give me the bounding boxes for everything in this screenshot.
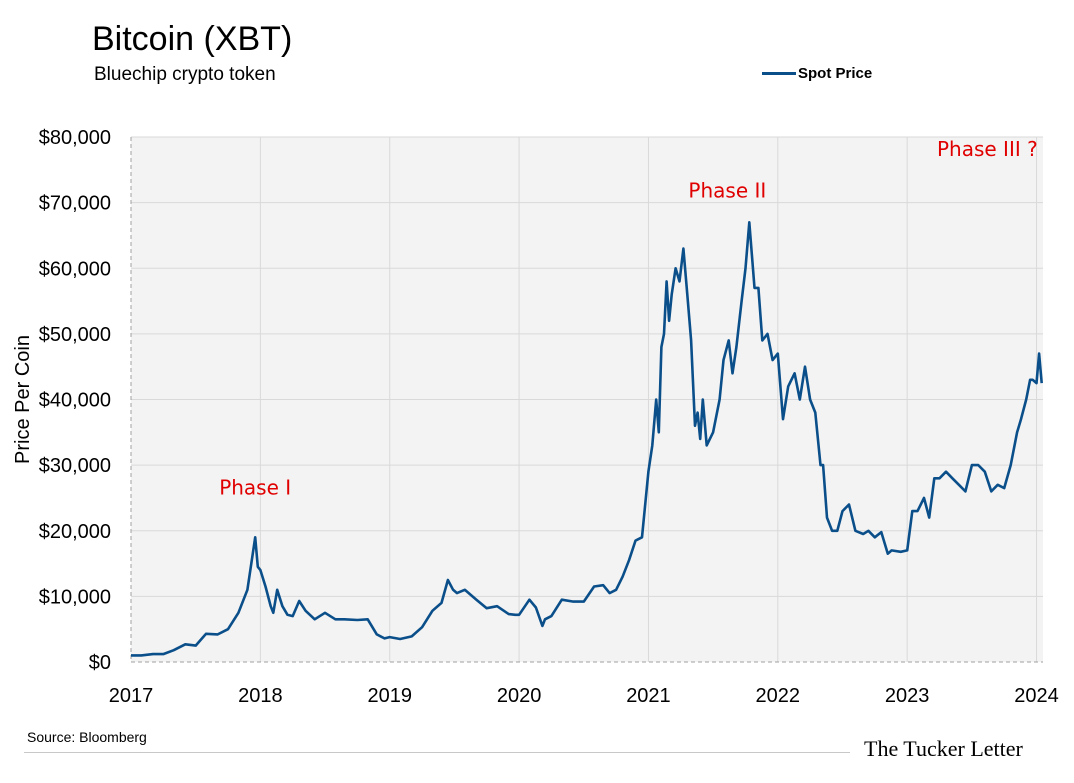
- x-tick-label: 2023: [885, 685, 930, 707]
- y-tick-label: $60,000: [39, 258, 111, 280]
- annotation-label: Phase I: [219, 476, 291, 500]
- footer-divider: [24, 752, 850, 753]
- y-axis-label: Price Per Coin: [12, 335, 34, 464]
- y-axis: $0 $10,000 $20,000 $30,000 $40,000 $50,000 $60…: [39, 127, 111, 674]
- y-tick-label: $0: [89, 652, 111, 674]
- x-tick-label: 2018: [238, 685, 283, 707]
- annotation-label: Phase III ?: [937, 137, 1038, 161]
- series-line-spot-price: [131, 221, 1043, 657]
- y-tick-label: $40,000: [39, 390, 111, 412]
- x-tick-label: 2022: [756, 685, 801, 707]
- y-tick-label: $10,000: [39, 586, 111, 608]
- annotation-label: Phase II: [688, 178, 766, 202]
- chart-subtitle: Bluechip crypto token: [94, 64, 276, 85]
- y-tick-label: $80,000: [39, 127, 111, 149]
- x-tick-label: 2019: [367, 685, 412, 707]
- legend: Spot Price: [762, 65, 872, 82]
- legend-label: Spot Price: [798, 65, 873, 82]
- x-axis: 2017 2018 2019 2020 2021 2022 2023 2024: [109, 685, 1059, 707]
- y-tick-label: $20,000: [39, 521, 111, 543]
- y-tick-label: $50,000: [39, 324, 111, 346]
- x-tick-label: 2017: [109, 685, 154, 707]
- x-tick-label: 2020: [497, 685, 542, 707]
- x-tick-label: 2024: [1014, 685, 1059, 707]
- y-tick-label: $70,000: [39, 193, 111, 215]
- x-tick-label: 2021: [626, 685, 671, 707]
- legend-swatch: [762, 72, 796, 75]
- chart-title: Bitcoin (XBT): [92, 20, 293, 58]
- y-tick-label: $30,000: [39, 455, 111, 477]
- brand-signature: The Tucker Letter: [864, 736, 1023, 761]
- source-note: Source: Bloomberg: [27, 729, 147, 745]
- annotations: Phase I Phase II Phase III ?: [219, 137, 1038, 500]
